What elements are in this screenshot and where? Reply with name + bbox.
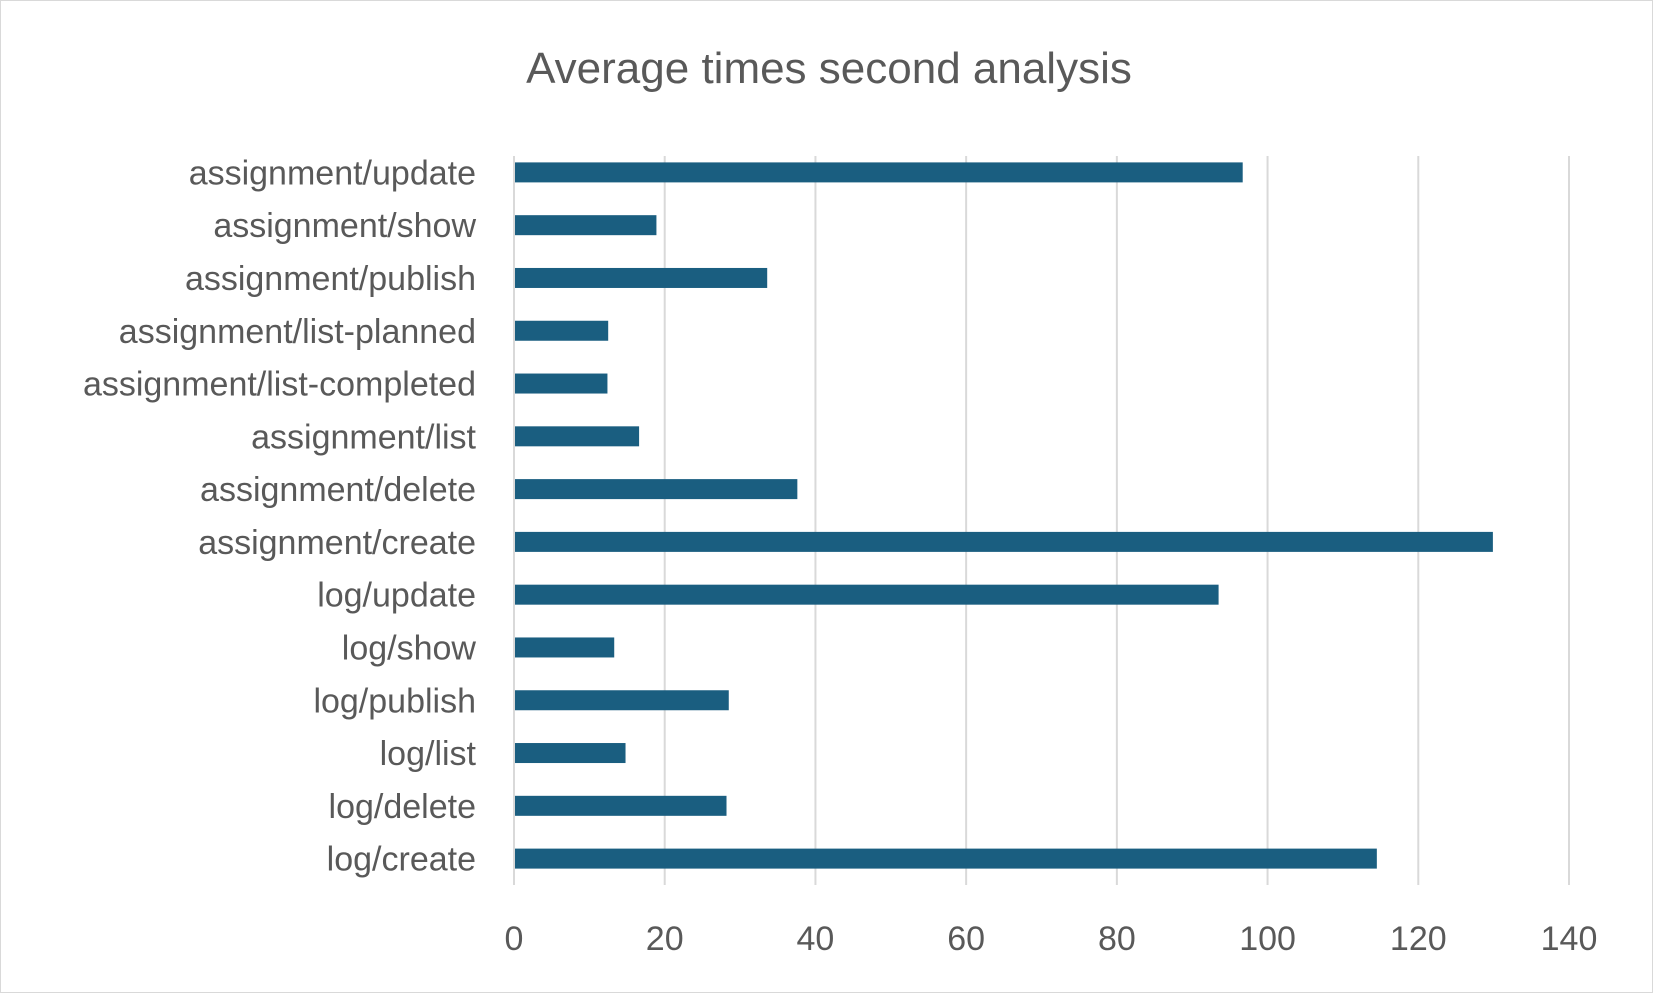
bar <box>515 162 1243 183</box>
category-label: assignment/delete <box>200 471 476 509</box>
category-label: assignment/publish <box>185 260 476 298</box>
bar <box>515 531 1493 552</box>
category-label: assignment/show <box>213 207 476 245</box>
bar <box>515 848 1377 869</box>
category-label: assignment/create <box>198 524 476 562</box>
x-tick-label: 60 <box>947 920 985 958</box>
bars <box>515 162 1493 869</box>
bar <box>515 267 768 288</box>
category-label: log/create <box>327 841 476 879</box>
bar <box>515 426 640 447</box>
category-labels: log/create log/delete log/list log/publish l… <box>83 154 477 878</box>
bar <box>515 320 609 341</box>
category-label: log/delete <box>329 788 476 826</box>
bar <box>515 479 798 500</box>
category-label: assignment/list-completed <box>83 366 476 404</box>
bar <box>515 215 657 236</box>
bar <box>515 637 615 658</box>
x-tick-label: 80 <box>1098 920 1136 958</box>
category-label: log/update <box>317 577 476 615</box>
x-tick-label: 140 <box>1541 920 1598 958</box>
x-tick-label: 40 <box>797 920 835 958</box>
x-axis-tick-labels: 0 20 40 60 80 100 120 140 <box>505 920 1598 958</box>
gridlines <box>513 156 1570 885</box>
x-tick-label: 100 <box>1239 920 1296 958</box>
category-label: log/publish <box>313 682 476 720</box>
category-label: assignment/list <box>251 418 476 456</box>
bar <box>515 690 729 711</box>
category-label: assignment/list-planned <box>119 313 476 351</box>
bar <box>515 584 1219 605</box>
category-label: assignment/update <box>189 154 476 192</box>
bar <box>515 373 608 394</box>
bar <box>515 743 626 764</box>
category-label: log/show <box>342 629 477 667</box>
x-tick-label: 20 <box>646 920 684 958</box>
x-tick-label: 0 <box>505 920 524 958</box>
x-tick-label: 120 <box>1390 920 1447 958</box>
chart-title: Average times second analysis <box>526 44 1132 93</box>
category-label: log/list <box>380 735 477 773</box>
bar <box>515 795 727 816</box>
